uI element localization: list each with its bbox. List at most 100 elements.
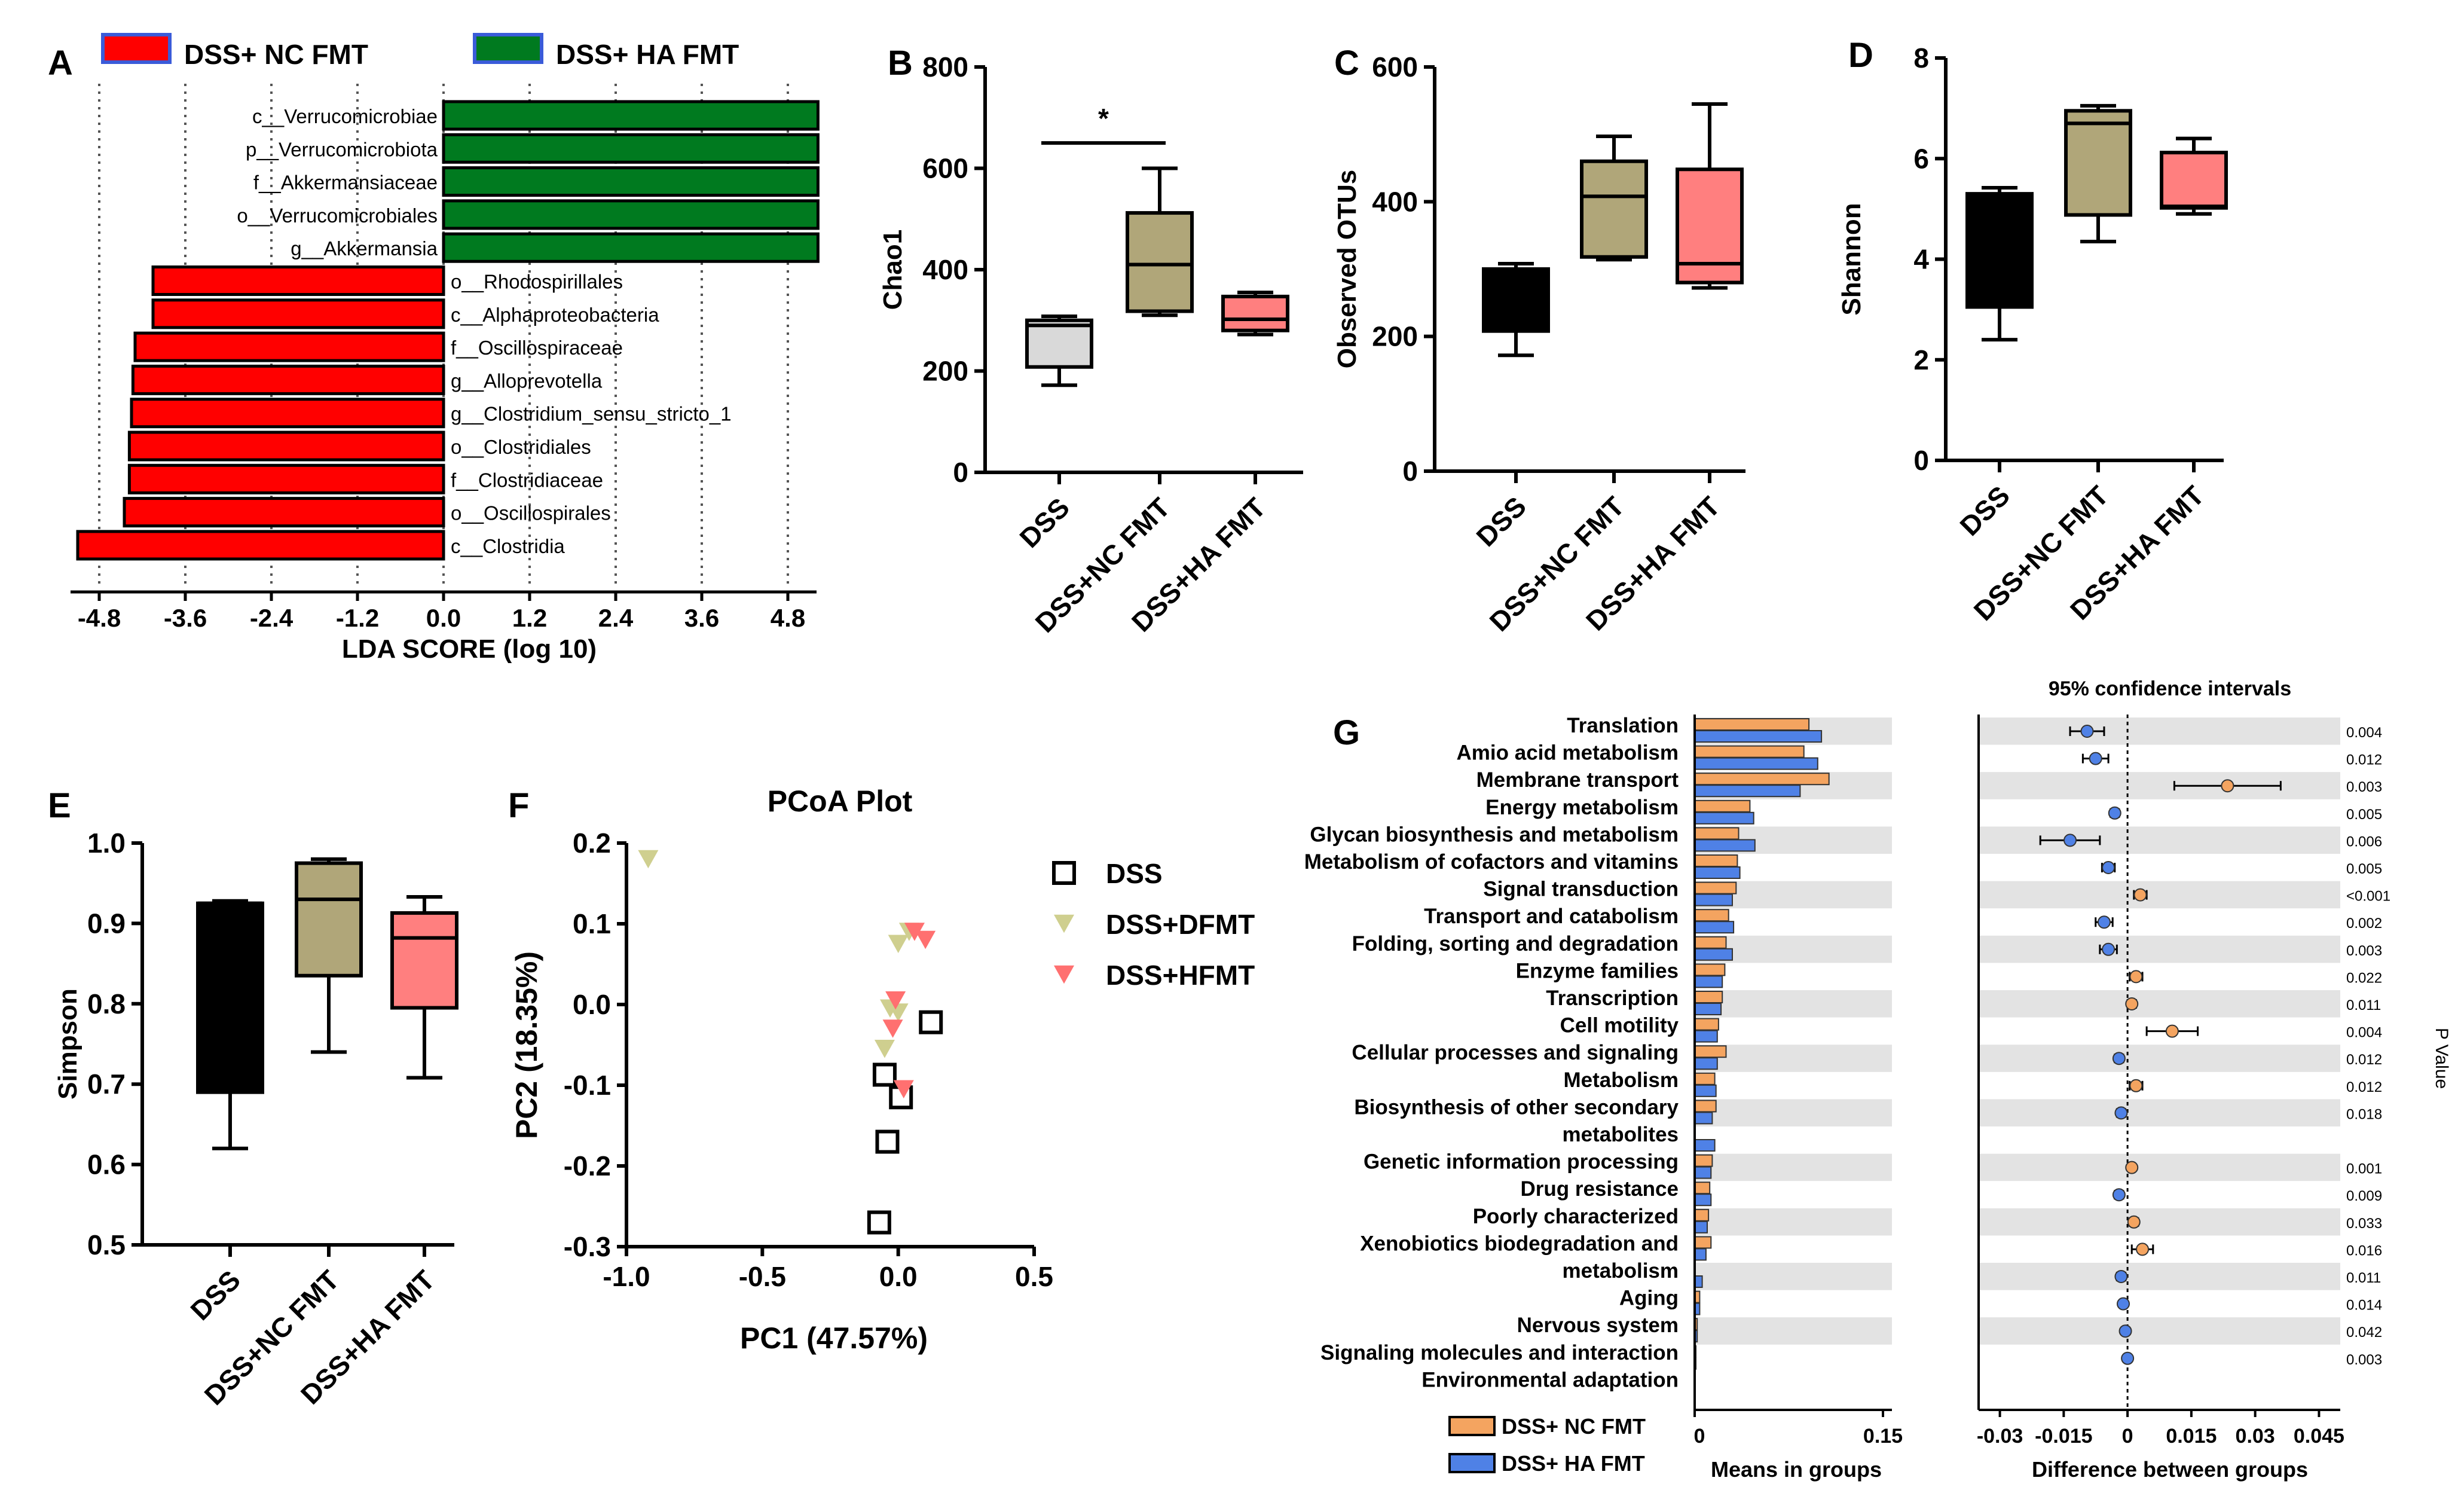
legend-label: DSS: [1106, 858, 1163, 889]
p-value: 0.002: [2346, 915, 2382, 932]
bar-nc: [1694, 909, 1729, 922]
ci-point: [2114, 1270, 2128, 1283]
bar-ha: [1694, 1139, 1716, 1152]
box: [1580, 159, 1648, 259]
bar-ha: [1694, 921, 1735, 934]
ci-point: [2097, 915, 2111, 929]
y-tick-label: 400: [922, 254, 968, 285]
pcoa-point: [885, 991, 906, 1010]
ci-point: [2121, 1351, 2135, 1365]
p-value: 0.011: [2346, 997, 2381, 1013]
x-tick-label: -0.015: [2035, 1425, 2092, 1448]
y-tick-label: 0.5: [87, 1229, 126, 1260]
row-stripe: [1695, 1153, 1892, 1181]
bar-nc: [1694, 881, 1737, 894]
y-tick-label: 0: [1913, 445, 1929, 476]
bar-nc: [1694, 1018, 1719, 1031]
ci-point: [2112, 1052, 2126, 1065]
function-label: Environmental adaptation: [1421, 1368, 1679, 1391]
x-tick-label: 0.015: [2166, 1425, 2217, 1448]
y-tick-label: 0: [953, 457, 968, 488]
y-tick-label: 4: [1913, 244, 1929, 275]
bar-nc: [1694, 773, 1830, 786]
y-axis-title: Chao1: [878, 230, 907, 310]
bar-ha: [1694, 1112, 1713, 1125]
bar-nc: [1694, 718, 1810, 731]
ci-title: 95% confidence intervals: [2049, 677, 2291, 700]
ci-point: [2127, 1215, 2141, 1229]
function-label: Membrane transport: [1476, 768, 1679, 792]
x-tick-label: 4.8: [771, 604, 805, 632]
box: [295, 861, 363, 978]
ci-point: [2133, 888, 2147, 902]
p-value: 0.012: [2346, 1052, 2382, 1068]
bar-ha: [1694, 1248, 1707, 1261]
legend-swatch-nc: [101, 33, 172, 64]
bar-ha: [1694, 975, 1723, 988]
y-axis-title: Shannon: [1837, 203, 1866, 315]
panel-label-d: D: [1848, 36, 1873, 75]
x-tick-label: -1.2: [336, 604, 379, 632]
ci-point: [2129, 1079, 2143, 1092]
lda-bar: [442, 232, 820, 263]
function-label: Enzyme families: [1516, 959, 1679, 982]
bar-ha: [1694, 811, 1754, 825]
pcoa-point: [888, 935, 909, 954]
p-value: 0.012: [2346, 752, 2382, 768]
p-value: 0.016: [2346, 1242, 2382, 1259]
taxon-label: f__Oscillospiraceae: [451, 337, 623, 359]
function-label: Cell motility: [1560, 1014, 1679, 1037]
lda-bar: [442, 100, 820, 131]
x-tick-label: 1.2: [512, 604, 547, 632]
bar-ha: [1694, 839, 1756, 852]
plot-title: PCoA Plot: [768, 784, 913, 818]
bar-nc: [1694, 1045, 1727, 1058]
row-stripe: [1695, 1263, 1892, 1290]
bar-nc: [1694, 1072, 1716, 1085]
p-value: 0.003: [2346, 1352, 2382, 1368]
pcoa-point: [874, 1039, 895, 1058]
x-tick-label: -2.4: [250, 604, 294, 632]
ci-point: [2080, 725, 2094, 738]
row-stripe: [1979, 1099, 2340, 1126]
row-stripe: [1695, 1208, 1892, 1236]
legend-label-ha: DSS+ HA FMT: [556, 39, 739, 70]
lda-bar: [127, 463, 445, 494]
function-label: Biosynthesis of other secondary: [1354, 1095, 1679, 1119]
row-stripe: [1979, 1045, 2340, 1072]
row-stripe: [1979, 826, 2340, 854]
function-label: Genetic information processing: [1364, 1150, 1679, 1174]
y-tick-label: 0.8: [87, 988, 126, 1019]
function-label: Translation: [1567, 714, 1679, 737]
legend-label-ha: DSS+ HA FMT: [1502, 1451, 1645, 1476]
row-stripe: [1979, 1208, 2340, 1236]
ci-point: [2136, 1242, 2150, 1256]
function-label: Transport and catabolism: [1424, 905, 1679, 928]
y-tick-label: 0.9: [87, 908, 126, 939]
y-tick-label: 0.1: [573, 908, 611, 939]
lda-bar: [123, 497, 445, 528]
bar-nc: [1694, 799, 1751, 813]
box: [196, 901, 264, 1094]
pcoa-point: [867, 1210, 891, 1235]
p-value: 0.012: [2346, 1079, 2382, 1095]
ci-point: [2165, 1024, 2179, 1038]
legend-label-nc: DSS+ NC FMT: [184, 39, 368, 70]
bar-ha: [1694, 1084, 1717, 1097]
ci-point: [2089, 752, 2102, 765]
y-tick-label: 600: [1372, 51, 1418, 83]
lda-bar: [151, 298, 445, 329]
row-stripe: [1979, 881, 2340, 909]
y-tick-label: 0.2: [573, 828, 611, 859]
pcoa-point: [893, 1080, 914, 1099]
panel-label-g: G: [1333, 713, 1360, 752]
p-value: 0.005: [2346, 807, 2382, 823]
p-value: 0.003: [2346, 943, 2382, 959]
taxon-label: g__Clostridium_sensu_stricto_1: [451, 403, 732, 425]
function-label: metabolites: [1563, 1123, 1679, 1146]
y-tick-label: 0: [1402, 456, 1418, 487]
p-value: <0.001: [2346, 889, 2390, 905]
y-tick-label: 1.0: [87, 828, 126, 859]
function-label: Transcription: [1546, 987, 1679, 1010]
